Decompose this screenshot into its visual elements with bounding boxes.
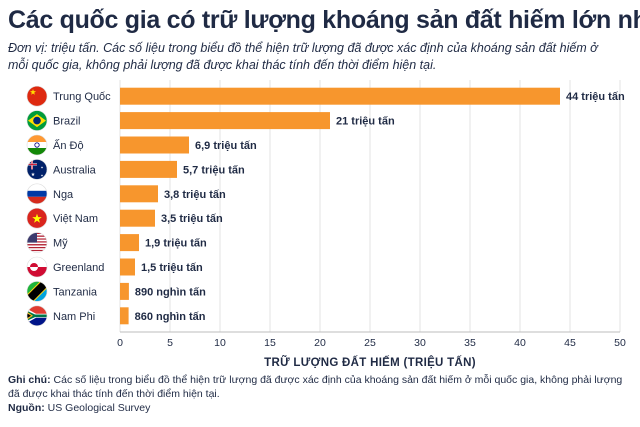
data-label: 6,9 triệu tấn (195, 140, 257, 152)
source-text: US Geological Survey (47, 402, 151, 414)
bar (120, 234, 139, 252)
bar (120, 136, 189, 154)
flag-border (26, 256, 48, 278)
category-label: Mỹ (53, 238, 68, 250)
category-label: Việt Nam (53, 213, 98, 225)
chart-footer: Ghi chú: Các số liệu trong biểu đồ thể h… (8, 373, 633, 415)
bar (120, 87, 560, 105)
data-label: 1,5 triệu tấn (141, 262, 203, 274)
x-tick-label: 40 (514, 337, 526, 349)
bar (120, 258, 135, 276)
australia-flag-icon (26, 159, 48, 180)
data-label: 21 triệu tấn (336, 116, 395, 128)
bar-chart: 0 5 10 15 20 25 30 35 40 45 50 TRỮ LƯỢNG ĐẤT HIẾM (… (26, 80, 626, 369)
flag-border (26, 183, 48, 205)
note-label: Ghi chú: (8, 374, 51, 386)
x-tick-label: 15 (264, 337, 276, 349)
russia-flag-icon (26, 183, 48, 205)
category-label: Australia (53, 164, 97, 176)
bar (120, 282, 129, 300)
x-tick-label: 35 (464, 337, 476, 349)
vietnam-flag-icon (26, 207, 48, 229)
india-flag-icon (26, 134, 48, 156)
x-tick-label: 0 (117, 337, 123, 349)
bar (120, 209, 155, 227)
footer-source: Nguồn: US Geological Survey (8, 401, 633, 415)
note-text: Các số liệu trong biểu đồ thể hiện trữ l… (8, 374, 623, 400)
category-label: Nga (53, 189, 74, 201)
category-label: Ấn Độ (53, 139, 84, 152)
category-label: Trung Quốc (53, 91, 111, 103)
x-tick-label: 45 (564, 337, 576, 349)
data-label: 890 nghìn tấn (135, 286, 206, 298)
usa-flag-icon (26, 232, 48, 253)
bar (120, 160, 177, 178)
x-tick-label: 5 (167, 337, 173, 349)
data-label: 1,9 triệu tấn (145, 238, 207, 250)
source-label: Nguồn: (8, 402, 45, 414)
x-tick-label: 30 (414, 337, 426, 349)
x-tick-label: 20 (314, 337, 326, 349)
flag-border (26, 305, 48, 327)
footer-note: Ghi chú: Các số liệu trong biểu đồ thể h… (8, 373, 633, 401)
china-flag-icon (26, 85, 48, 107)
flag-border (26, 110, 48, 131)
category-label: Greenland (53, 262, 104, 274)
data-label: 5,7 triệu tấn (183, 164, 245, 176)
x-tick-label: 25 (364, 337, 376, 349)
x-tick-label: 10 (214, 337, 226, 349)
flag-border (26, 85, 48, 107)
flag-border (26, 232, 48, 253)
bar (120, 185, 158, 203)
data-label: 44 triệu tấn (566, 91, 625, 103)
flag-border (26, 134, 48, 156)
data-label: 860 nghìn tấn (135, 311, 206, 323)
bar (120, 307, 129, 325)
tanzania-flag-icon (26, 281, 48, 302)
flag-border (26, 281, 48, 302)
data-label: 3,8 triệu tấn (164, 189, 226, 201)
category-label: Tanzania (53, 286, 98, 298)
flag-border (26, 207, 48, 229)
page-title: Các quốc gia có trữ lượng khoáng sản đất… (8, 6, 640, 34)
brazil-flag-icon (26, 110, 48, 131)
greenland-flag-icon (26, 256, 48, 278)
x-axis-title: TRỮ LƯỢNG ĐẤT HIẾM (TRIỆU TẤN) (264, 356, 476, 369)
south-africa-flag-icon (26, 305, 48, 327)
bar (120, 112, 330, 130)
data-label: 3,5 triệu tấn (161, 213, 223, 225)
category-label: Nam Phi (53, 311, 95, 323)
flag-border (26, 159, 48, 180)
category-label: Brazil (53, 116, 81, 128)
x-tick-label: 50 (614, 337, 626, 349)
page-subtitle: Đơn vị: triệu tấn. Các số liệu trong biể… (8, 41, 598, 72)
